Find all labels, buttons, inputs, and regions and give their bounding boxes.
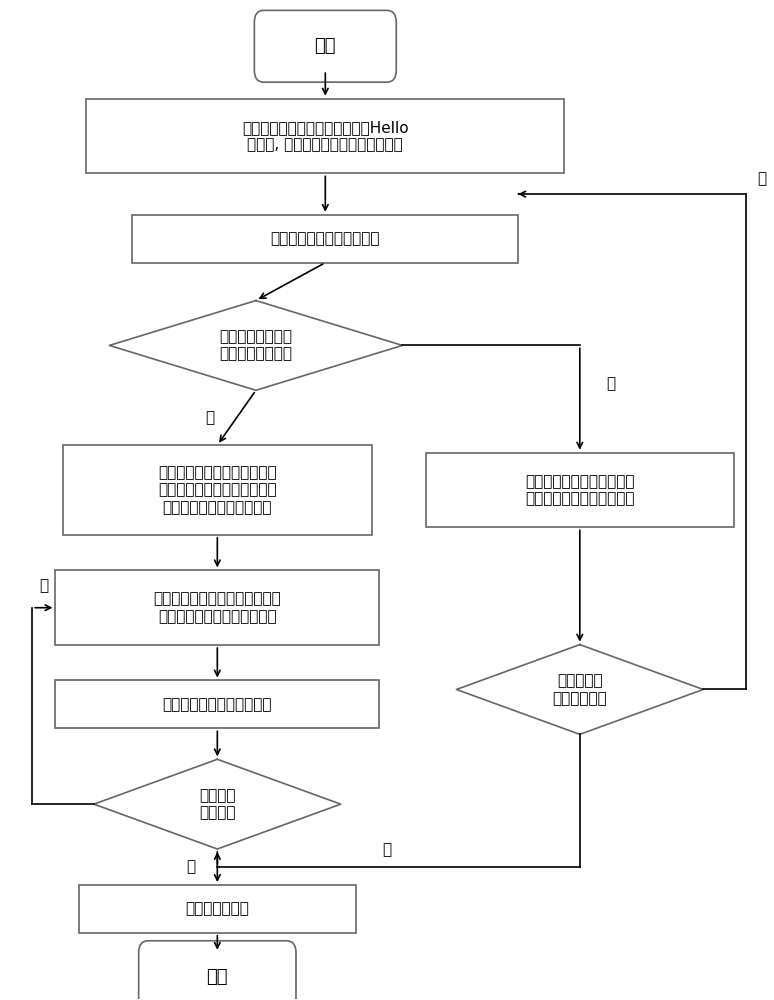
Text: 开始: 开始 (314, 37, 336, 55)
Text: 对接收的数据进行转发处理: 对接收的数据进行转发处理 (271, 231, 380, 246)
Text: 是: 是 (186, 859, 195, 874)
Text: 节点维护一张邻居表，周期发送Hello
协议包, 设定默认转发模式为贪婪转发: 节点维护一张邻居表，周期发送Hello 协议包, 设定默认转发模式为贪婪转发 (242, 120, 409, 152)
Bar (78, 885, 356, 933)
Bar (132, 215, 518, 263)
Text: 否: 否 (606, 377, 615, 392)
FancyBboxPatch shape (139, 941, 296, 1000)
Text: 在邻居节点中贪婪选取最大
前进距离的节点作为下一跳: 在邻居节点中贪婪选取最大 前进距离的节点作为下一跳 (525, 474, 635, 506)
Text: 是: 是 (382, 843, 392, 858)
Text: 当前节点转发是否
出现局部极值问题: 当前节点转发是否 出现局部极值问题 (219, 329, 293, 362)
Text: 是否到达
目的节点: 是否到达 目的节点 (199, 788, 235, 820)
Text: 是: 是 (205, 410, 214, 425)
Text: 以当前节点和目的为焦点作椭
圆，在椭圆内执行德洛内三角
剖分在椭圆内执行去边操作: 以当前节点和目的为焦点作椭 圆，在椭圆内执行德洛内三角 剖分在椭圆内执行去边操作 (158, 465, 276, 515)
Bar (86, 99, 564, 173)
Polygon shape (94, 759, 341, 849)
Bar (63, 445, 372, 535)
Text: 完成数据包发送: 完成数据包发送 (186, 901, 249, 916)
Text: 当前节点是
否为目的节点: 当前节点是 否为目的节点 (553, 673, 607, 706)
Text: 结束: 结束 (207, 968, 228, 986)
Polygon shape (109, 301, 402, 390)
Bar (56, 680, 379, 728)
Bar (426, 453, 734, 527)
Text: 否: 否 (757, 172, 766, 187)
Bar (56, 570, 379, 645)
Text: 否: 否 (39, 578, 48, 593)
Text: 以当前节点和邻接节点与焦点连
线之间的角度为基准建立权值: 以当前节点和邻接节点与焦点连 线之间的角度为基准建立权值 (153, 592, 281, 624)
Text: 依据权值和边长选取下一跳: 依据权值和边长选取下一跳 (163, 697, 272, 712)
Polygon shape (457, 645, 704, 734)
FancyBboxPatch shape (255, 10, 396, 82)
